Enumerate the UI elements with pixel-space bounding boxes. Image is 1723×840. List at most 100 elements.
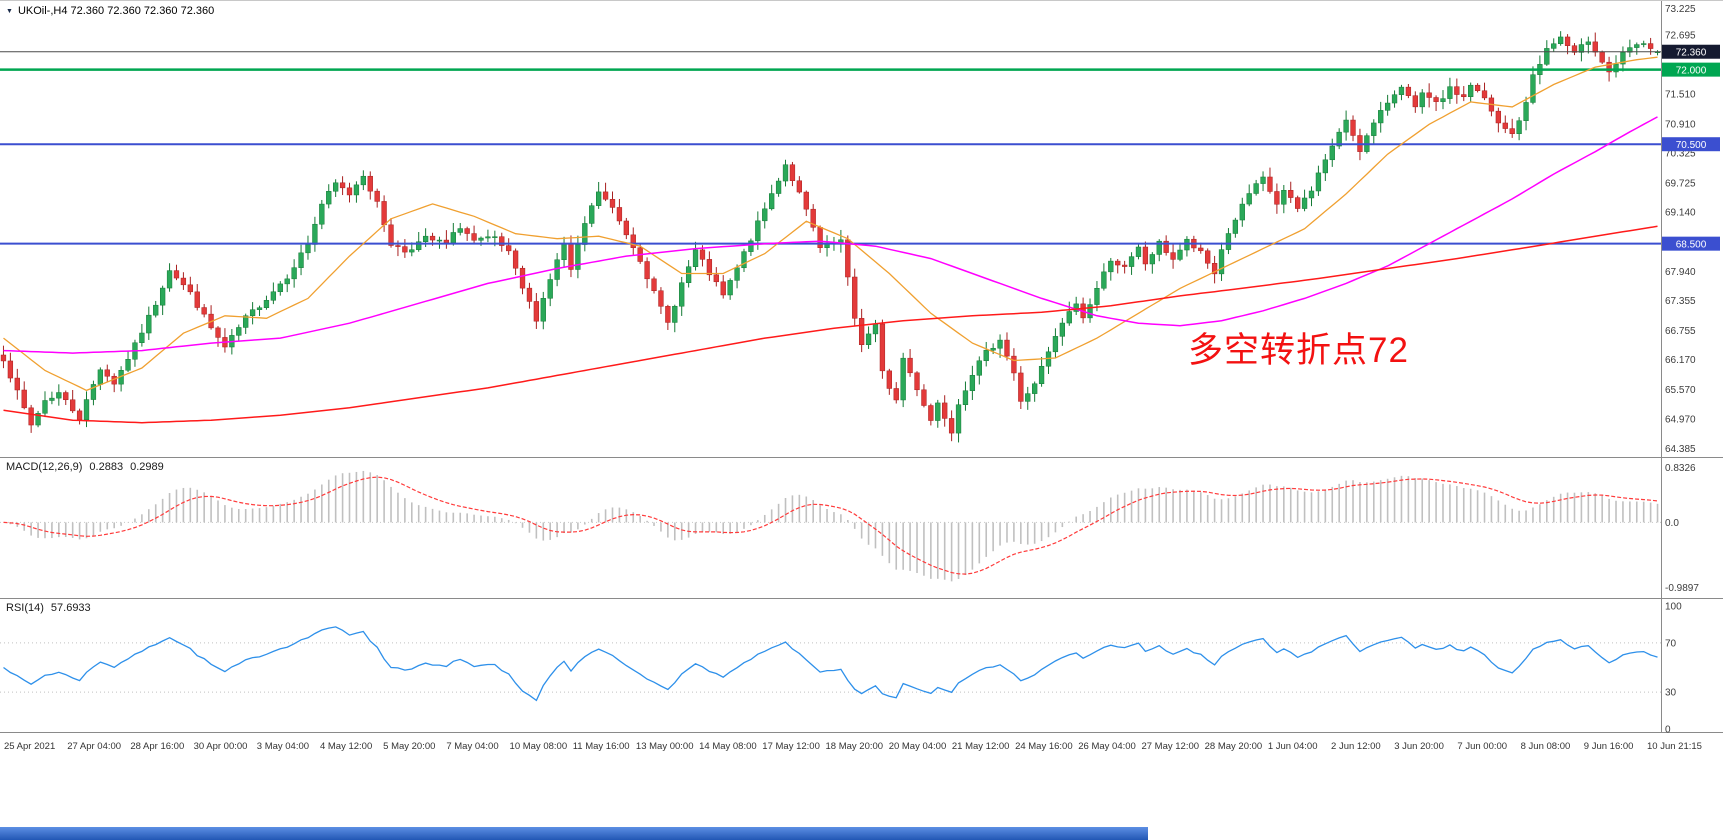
candle-body <box>1032 383 1038 394</box>
candle-body <box>139 332 145 344</box>
candle-body <box>962 390 969 405</box>
candle-body <box>1468 84 1474 97</box>
candle-body <box>1329 145 1335 161</box>
time-axis-label: 30 Apr 00:00 <box>194 741 248 752</box>
candle-body <box>1350 119 1356 136</box>
candle-body <box>1232 219 1239 234</box>
candle-body <box>1253 183 1259 194</box>
candle-body <box>1627 47 1633 53</box>
candle-body <box>789 164 796 181</box>
rsi-line <box>3 626 1658 702</box>
price-axis-label: 64.970 <box>1665 415 1696 426</box>
candle-body <box>1398 86 1405 95</box>
candle-body <box>727 280 733 296</box>
candle-body <box>194 291 200 308</box>
candle-body <box>955 404 962 434</box>
candle-body <box>353 184 360 196</box>
candle-body <box>284 278 290 285</box>
candle-body <box>1087 304 1093 319</box>
candle-body <box>1516 120 1522 134</box>
chart-annotation-text[interactable]: 多空转折点72 <box>1188 331 1409 370</box>
time-axis-label: 14 May 08:00 <box>699 741 757 752</box>
candle-body <box>976 360 982 376</box>
candle-body <box>1274 191 1280 205</box>
candle-body <box>1128 256 1135 267</box>
candle-body <box>803 191 809 210</box>
candle-body <box>1066 311 1072 324</box>
candle-body <box>1108 260 1114 273</box>
candle-body <box>215 327 221 338</box>
price-axis-label: 69.725 <box>1665 178 1696 189</box>
candle-body <box>1585 41 1591 45</box>
candle-body <box>1301 197 1308 209</box>
macd-histogram <box>9 470 1659 582</box>
candle-body <box>1073 303 1079 312</box>
candle-body <box>367 175 373 192</box>
candle-body <box>374 190 380 202</box>
symbol-ohlc-text: UKOil-,H4 72.360 72.360 72.360 72.360 <box>17 5 215 17</box>
time-axis-label: 13 May 00:00 <box>636 741 694 752</box>
candle-body <box>609 199 616 208</box>
time-axis-label: 26 May 04:00 <box>1078 741 1136 752</box>
price-axis-label: 70.910 <box>1665 119 1696 130</box>
candle-body <box>1412 95 1418 108</box>
candle-body <box>464 228 470 234</box>
candle-body <box>319 203 325 225</box>
candle-body <box>602 191 609 200</box>
candle-body <box>436 239 443 242</box>
time-axis-label: 3 Jun 20:00 <box>1394 741 1444 752</box>
candle-body <box>1038 365 1045 384</box>
candle-body <box>692 249 699 267</box>
candle-body <box>305 244 311 254</box>
candle-body <box>1267 176 1273 192</box>
candle-body <box>21 389 27 409</box>
candle-body <box>187 284 193 293</box>
candle-body <box>1142 246 1149 265</box>
candle-body <box>1163 240 1169 253</box>
macd-signal-line <box>3 476 1658 575</box>
candle-body <box>665 306 671 323</box>
candle-body <box>1225 233 1232 250</box>
candle-body <box>1011 355 1017 374</box>
candle-body <box>201 307 207 315</box>
candle-body <box>1343 119 1349 133</box>
candle-body <box>741 251 747 269</box>
price-badge <box>1662 44 1720 59</box>
price-axis-label: 66.755 <box>1665 326 1696 337</box>
candle-body <box>1336 131 1342 147</box>
price-badge <box>1662 236 1720 251</box>
candle-body <box>720 281 726 296</box>
candle-body <box>457 228 463 233</box>
candle-body <box>900 357 906 401</box>
candle-body <box>775 180 782 194</box>
time-axis-label: 11 May 16:00 <box>573 741 630 752</box>
candle-body <box>1295 197 1301 209</box>
price-badge-label: 72.000 <box>1676 65 1707 76</box>
price-axis-label: 70.325 <box>1665 148 1696 159</box>
candle-body <box>1592 41 1598 53</box>
time-axis-label: 21 May 12:00 <box>952 741 1010 752</box>
candle-body <box>1391 94 1398 104</box>
candle-body <box>942 402 948 419</box>
candle-body <box>49 397 55 401</box>
candle-body <box>333 182 339 192</box>
candle-body <box>699 249 706 260</box>
candle-body <box>409 249 415 253</box>
candle-body <box>1557 36 1564 44</box>
candle-body <box>1530 74 1536 103</box>
ma-fast-line <box>3 56 1658 392</box>
candle-body <box>312 223 318 245</box>
candle-body <box>1481 90 1488 99</box>
candle-body <box>7 360 14 379</box>
candle-body <box>450 232 456 243</box>
time-axis-label: 27 May 12:00 <box>1141 741 1199 752</box>
time-axis-label: 10 May 08:00 <box>510 741 568 752</box>
candle-body <box>1419 92 1425 108</box>
candle-body <box>76 410 83 421</box>
candle-body <box>734 267 740 281</box>
candle-body <box>326 191 332 205</box>
candle-body <box>1551 43 1557 49</box>
candle-body <box>277 283 283 293</box>
candle-body <box>360 175 366 186</box>
